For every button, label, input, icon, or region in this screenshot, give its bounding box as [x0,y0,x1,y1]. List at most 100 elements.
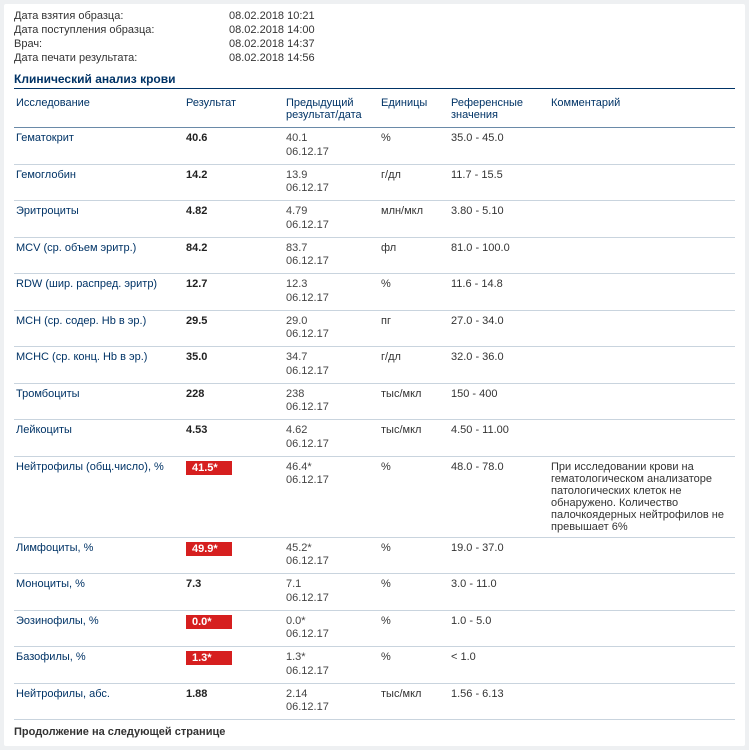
cell-previous: 46.4* 06.12.17 [284,456,379,537]
cell-previous: 45.2* 06.12.17 [284,537,379,574]
cell-test-name: Моноциты, % [14,574,184,611]
cell-test-name: Лимфоциты, % [14,537,184,574]
cell-previous: 12.3 06.12.17 [284,274,379,311]
cell-reference: < 1.0 [449,647,549,684]
cell-reference: 35.0 - 45.0 [449,128,549,165]
cell-result: 40.6 [184,128,284,165]
cell-comment [549,274,735,311]
cell-units: г/дл [379,164,449,201]
cell-units: фл [379,237,449,274]
cell-reference: 150 - 400 [449,383,549,420]
cell-test-name: RDW (шир. распред. эритр) [14,274,184,311]
table-row: Нейтрофилы, абс.1.882.14 06.12.17тыс/мкл… [14,683,735,720]
table-row: Моноциты, %7.37.1 06.12.17%3.0 - 11.0 [14,574,735,611]
cell-reference: 11.6 - 14.8 [449,274,549,311]
cell-result: 1.88 [184,683,284,720]
cell-result: 12.7 [184,274,284,311]
cell-test-name: Гематокрит [14,128,184,165]
table-row: MCH (ср. содер. Hb в эр.)29.529.0 06.12.… [14,310,735,347]
meta-label-sample-taken: Дата взятия образца: [14,10,229,22]
cell-test-name: Нейтрофилы, абс. [14,683,184,720]
cell-units: % [379,610,449,647]
table-row: MCV (ср. объем эритр.)84.283.7 06.12.17ф… [14,237,735,274]
cell-units: тыс/мкл [379,420,449,457]
col-comment: Комментарий [549,93,735,128]
table-row: Эозинофилы, %0.0*0.0* 06.12.17%1.0 - 5.0 [14,610,735,647]
cell-test-name: MCHC (ср. конц. Hb в эр.) [14,347,184,384]
cell-result: 29.5 [184,310,284,347]
table-row: Нейтрофилы (общ.число), %41.5* 46.4* 06.1… [14,456,735,537]
table-row: Гемоглобин14.213.9 06.12.17г/дл11.7 - 15… [14,164,735,201]
cell-previous: 2.14 06.12.17 [284,683,379,720]
cell-comment: При исследовании крови на гематологическ… [549,456,735,537]
cell-reference: 19.0 - 37.0 [449,537,549,574]
col-units: Единицы [379,93,449,128]
col-test: Исследование [14,93,184,128]
cell-reference: 1.56 - 6.13 [449,683,549,720]
result-flag: 41.5* [186,461,232,475]
cell-reference: 11.7 - 15.5 [449,164,549,201]
cell-previous: 83.7 06.12.17 [284,237,379,274]
meta-value-sample-taken: 08.02.2018 10:21 [229,10,735,22]
cell-previous: 238 06.12.17 [284,383,379,420]
cell-result: 0.0* [184,610,284,647]
cell-reference: 3.80 - 5.10 [449,201,549,238]
report-sheet: Дата взятия образца: 08.02.2018 10:21 Да… [4,4,745,746]
table-row: Базофилы, %1.3* 1.3* 06.12.17%< 1.0 [14,647,735,684]
meta-label-doctor: Врач: [14,38,229,50]
cell-comment [549,420,735,457]
cell-result: 1.3* [184,647,284,684]
results-table: Исследование Результат Предыдущий резуль… [14,93,735,720]
cell-test-name: Эритроциты [14,201,184,238]
cell-result: 4.82 [184,201,284,238]
cell-comment [549,201,735,238]
meta-label-printed: Дата печати результата: [14,52,229,64]
cell-reference: 1.0 - 5.0 [449,610,549,647]
cell-previous: 13.9 06.12.17 [284,164,379,201]
cell-test-name: Нейтрофилы (общ.число), % [14,456,184,537]
cell-comment [549,310,735,347]
table-row: Гематокрит40.640.1 06.12.17%35.0 - 45.0 [14,128,735,165]
meta-value-sample-received: 08.02.2018 14:00 [229,24,735,36]
cell-result: 41.5* [184,456,284,537]
cell-result: 49.9* [184,537,284,574]
cell-reference: 27.0 - 34.0 [449,310,549,347]
cell-result: 14.2 [184,164,284,201]
meta-label-sample-received: Дата поступления образца: [14,24,229,36]
cell-comment [549,128,735,165]
table-row: Эритроциты4.824.79 06.12.17млн/мкл3.80 -… [14,201,735,238]
cell-comment [549,383,735,420]
cell-units: % [379,128,449,165]
cell-test-name: MCH (ср. содер. Hb в эр.) [14,310,184,347]
meta-block: Дата взятия образца: 08.02.2018 10:21 Да… [14,10,735,64]
cell-reference: 3.0 - 11.0 [449,574,549,611]
cell-comment [549,683,735,720]
table-row: MCHC (ср. конц. Hb в эр.)35.034.7 06.12.… [14,347,735,384]
cell-reference: 81.0 - 100.0 [449,237,549,274]
cell-comment [549,347,735,384]
result-flag: 49.9* [186,542,232,556]
cell-previous: 1.3* 06.12.17 [284,647,379,684]
col-ref: Референсные значения [449,93,549,128]
result-flag: 1.3* [186,651,232,665]
cell-units: % [379,647,449,684]
meta-value-doctor: 08.02.2018 14:37 [229,38,735,50]
table-row: Тромбоциты228238 06.12.17тыс/мкл150 - 40… [14,383,735,420]
cell-units: % [379,574,449,611]
cell-test-name: MCV (ср. объем эритр.) [14,237,184,274]
col-result: Результат [184,93,284,128]
cell-comment [549,537,735,574]
cell-result: 35.0 [184,347,284,384]
cell-comment [549,237,735,274]
cell-test-name: Базофилы, % [14,647,184,684]
cell-test-name: Тромбоциты [14,383,184,420]
section-title: Клинический анализ крови [14,72,735,89]
cell-units: пг [379,310,449,347]
result-flag: 0.0* [186,615,232,629]
cell-comment [549,574,735,611]
cell-result: 84.2 [184,237,284,274]
cell-units: г/дл [379,347,449,384]
cell-test-name: Гемоглобин [14,164,184,201]
cell-reference: 48.0 - 78.0 [449,456,549,537]
cell-previous: 4.62 06.12.17 [284,420,379,457]
